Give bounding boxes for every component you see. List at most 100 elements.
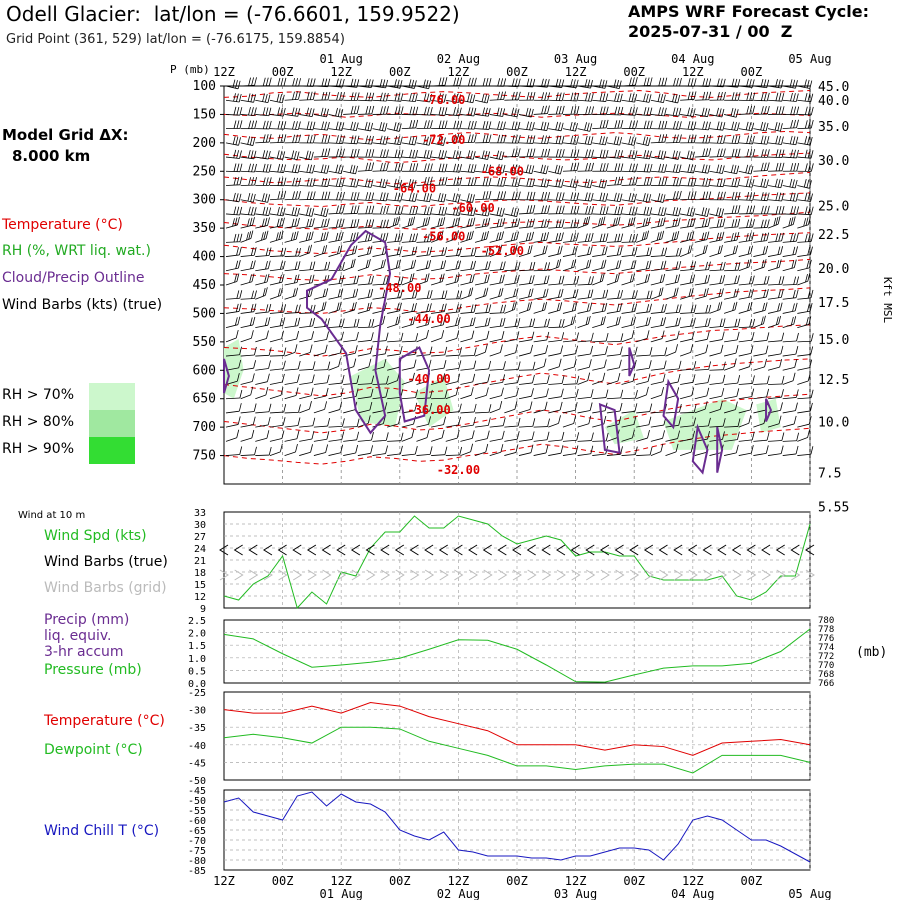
- wind-barb-17-38: [782, 316, 797, 329]
- pressure-y2tick-2: 776: [818, 634, 834, 644]
- wind-barb-grid-10: [366, 569, 376, 581]
- wind-barb-8-29: [650, 193, 666, 203]
- wind-barb-16-12: [401, 302, 417, 314]
- wind-barb-2-31: [680, 107, 696, 117]
- wind-barb-15-39: [797, 289, 814, 300]
- temp-contour-0: [223, 90, 811, 98]
- wind-barb-20-7: [328, 358, 342, 371]
- wind-barb-2-0: [225, 106, 243, 116]
- wind-barb-4-16: [460, 134, 477, 144]
- wind-barb-10-26: [606, 216, 621, 229]
- wind-barb-11-28: [636, 230, 649, 243]
- wind-barb-22-20: [518, 388, 534, 400]
- wind-barb-24-6: [313, 417, 331, 428]
- wind-barb-15-28: [636, 290, 653, 300]
- wind-barb-11-37: [768, 232, 784, 243]
- wind-barb-18-17: [474, 330, 490, 343]
- wind-barb-4-36: [753, 135, 770, 145]
- wind-barb-21-6: [313, 374, 330, 385]
- temp-contour-8: [223, 258, 811, 281]
- wind-barb-15-32: [694, 287, 709, 300]
- wind-barb-6-27: [621, 163, 638, 173]
- wind-barb-8-18: [489, 191, 507, 201]
- wind-barb-13-6: [313, 261, 331, 272]
- wind-barb-11-31: [680, 231, 695, 243]
- wind-barb-grid-35: [732, 569, 742, 581]
- wind-barb-18-0: [225, 329, 239, 343]
- wind-barb-25-14: [430, 429, 445, 442]
- wind-barb-true-19: [497, 544, 507, 556]
- wind-barb-19-9: [357, 345, 373, 357]
- wind-barb-18-21: [533, 331, 550, 343]
- wind-barb-11-8: [343, 232, 359, 243]
- wind-barb-7-0: [225, 176, 243, 186]
- wind-barb-22-7: [328, 388, 344, 400]
- wind-barb-24-7: [328, 418, 345, 428]
- wind-barb-24-35: [738, 415, 752, 428]
- wind-barb-12-0: [225, 246, 242, 257]
- wind-barb-6-30: [665, 163, 682, 174]
- wind-barb-23-0: [225, 403, 242, 414]
- xsection-ylabel: P (mb): [170, 63, 210, 76]
- wind-barb-26-18: [489, 444, 504, 456]
- wind-barb-26-24: [577, 445, 594, 456]
- wind-barb-true-10: [365, 544, 375, 556]
- wind-barb-23-21: [533, 401, 548, 414]
- wind-barb-26-6: [313, 444, 329, 456]
- kft-tick-3: 30.0: [818, 154, 849, 169]
- wind-barb-16-36: [753, 302, 768, 314]
- wind-barb-14-14: [430, 273, 445, 286]
- wind-barb-14-13: [416, 273, 430, 286]
- wind-barb-3-25: [592, 119, 609, 130]
- wind-barb-12-20: [518, 245, 533, 257]
- wind-barb-0-19: [504, 78, 521, 88]
- wind-barb-25-38: [782, 432, 800, 442]
- wind-barb-grid-18: [483, 569, 493, 581]
- wind-barb-23-13: [416, 403, 433, 414]
- wind-barb-15-31: [680, 287, 694, 300]
- wind-barb-10-27: [621, 216, 636, 229]
- wind-barb-7-2: [255, 177, 272, 186]
- temp-contour-2: [223, 130, 811, 141]
- wind-panel-ytick-1: 30: [194, 520, 206, 531]
- temp-label-5: -56.00: [422, 230, 465, 244]
- wind-barb-17-16: [460, 317, 476, 329]
- wind-barb-grid-19: [498, 569, 508, 581]
- legend-temperature: Temperature (°C): [2, 217, 123, 233]
- temp-panel-ytick-2: -35: [188, 723, 206, 734]
- wind-barb-23-38: [782, 402, 798, 414]
- wind-barb-grid-34: [717, 569, 728, 581]
- wind-barb-0-23: [562, 78, 579, 89]
- wind-barb-3-28: [636, 120, 653, 130]
- wind-barb-6-3: [269, 163, 286, 173]
- wind-barb-0-29: [650, 77, 668, 87]
- wind-barb-4-11: [387, 135, 403, 146]
- wind-barb-23-33: [709, 401, 723, 414]
- wind-barb-grid-29: [644, 569, 654, 581]
- mb-tick-10: 600: [193, 363, 216, 378]
- wind-barb-7-29: [650, 177, 668, 186]
- cloud-outline-8: [765, 398, 773, 422]
- wind-barb-0-9: [357, 78, 374, 89]
- wind-barb-25-29: [650, 430, 665, 442]
- dewpoint-label: Dewpoint (°C): [44, 742, 143, 758]
- wind-barb-16-33: [709, 301, 723, 314]
- wind-barb-2-12: [401, 106, 419, 116]
- top-hour-label-5: 00Z: [506, 65, 528, 79]
- wind-barb-22-1: [240, 386, 254, 400]
- wind-barb-26-17: [474, 443, 489, 456]
- wind-barb-12-27: [621, 246, 638, 257]
- wind-barb-5-37: [768, 149, 785, 159]
- wind-barb-5-38: [782, 149, 799, 159]
- wind-barb-4-35: [738, 135, 755, 145]
- wind-barb-21-36: [753, 375, 770, 385]
- wind-barb-14-15: [445, 273, 460, 286]
- wind-barb-5-35: [738, 148, 756, 158]
- wind-barb-23-19: [504, 401, 518, 414]
- wind-barb-23-22: [548, 401, 563, 414]
- wind-barb-17-34: [724, 318, 741, 329]
- wind-barb-19-22: [548, 345, 564, 357]
- wind-barb-7-38: [782, 178, 798, 189]
- kft-axis-label: Kft MSL: [881, 277, 894, 324]
- wind-barb-15-35: [738, 288, 754, 300]
